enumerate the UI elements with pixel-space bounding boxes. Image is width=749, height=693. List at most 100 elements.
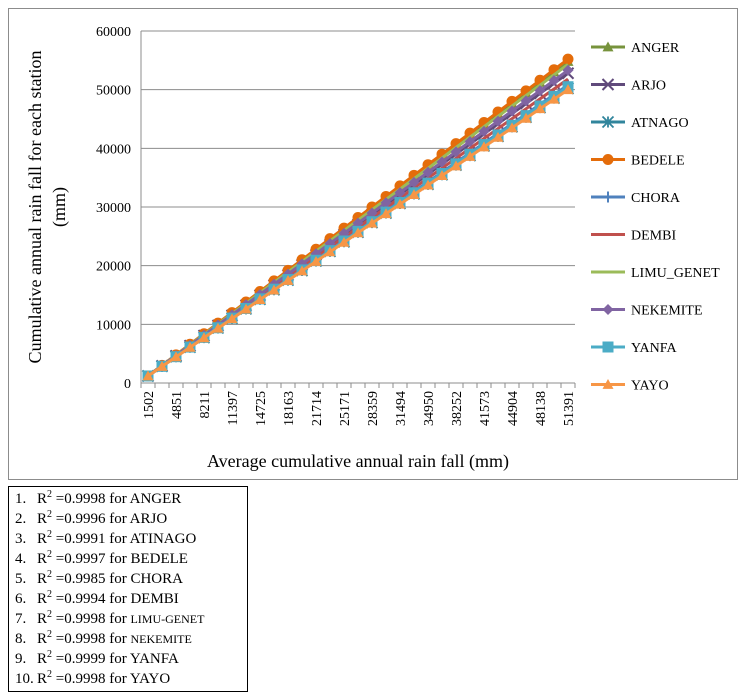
data-point — [520, 95, 532, 107]
data-point — [184, 341, 196, 352]
legend-marker — [602, 341, 614, 353]
y-tick-label: 60000 — [96, 25, 131, 40]
data-point — [352, 227, 364, 238]
data-point — [436, 156, 448, 168]
data-point — [394, 198, 406, 209]
station-name: DEMBI — [130, 591, 179, 607]
data-point — [492, 131, 504, 142]
station-name: BEDELE — [130, 551, 188, 567]
x-tick-label: 1502 — [142, 391, 157, 419]
row-number: 6. — [15, 591, 27, 607]
legend-label: NEKEMITE — [631, 304, 703, 319]
x-tick-label: 11397 — [226, 391, 241, 425]
data-point — [394, 187, 406, 199]
data-point — [282, 275, 294, 285]
data-point — [366, 207, 378, 219]
data-point — [240, 303, 252, 314]
data-point — [198, 332, 210, 343]
row-number: 1. — [15, 491, 27, 507]
data-point — [562, 53, 574, 65]
station-name: YAYO — [129, 671, 171, 687]
row-number: 5. — [15, 571, 27, 587]
data-point — [450, 146, 462, 158]
legend-label: YAYO — [631, 379, 669, 394]
data-point — [534, 103, 546, 114]
r-symbol: R — [37, 531, 48, 547]
data-point — [142, 370, 154, 381]
legend-label: DEMBI — [631, 229, 676, 244]
legend-marker — [602, 41, 614, 52]
station-name: YANFA — [129, 651, 179, 667]
data-point — [464, 150, 476, 161]
legend-marker — [602, 379, 614, 389]
r-squared-row: 8. R2 =0.9998 for NEKEMITE — [15, 629, 192, 649]
superscript: 2 — [47, 589, 53, 600]
y-tick-label: 40000 — [96, 142, 131, 157]
r-squared-row: 6. R2 =0.9994 for DEMBI — [15, 589, 179, 609]
legend-marker — [601, 78, 615, 91]
x-tick-label: 18163 — [282, 391, 297, 426]
legend-label: ANGER — [631, 41, 680, 56]
data-point — [464, 136, 476, 148]
row-number: 9. — [15, 651, 27, 667]
r-squared-row: 9. R2 =0.9999 for YANFA — [15, 649, 179, 669]
data-point — [478, 125, 490, 137]
r-squared-row: 10. R2 =0.9998 for YAYO — [15, 669, 170, 689]
superscript: 2 — [47, 569, 53, 580]
data-point — [156, 360, 168, 371]
y-tick-label: 30000 — [96, 201, 131, 216]
data-point — [562, 64, 574, 76]
x-tick-label: 28359 — [366, 391, 381, 426]
row-number: 2. — [15, 511, 27, 527]
y-tick-label: 20000 — [96, 260, 131, 275]
data-point — [380, 197, 392, 209]
data-point — [310, 255, 322, 266]
r-symbol: R — [37, 651, 48, 667]
y-axis-title: Cumulative annual rain fall for each sta… — [25, 51, 70, 364]
legend-label: CHORA — [631, 191, 681, 206]
x-tick-label: 44904 — [506, 391, 521, 426]
legend-label: BEDELE — [631, 154, 685, 169]
x-tick-label: 21714 — [310, 391, 325, 426]
data-point — [268, 284, 280, 295]
data-point — [212, 322, 224, 333]
r-squared-value: =0.9991 for — [52, 531, 130, 547]
x-tick-label: 25171 — [338, 391, 353, 426]
superscript: 2 — [47, 629, 53, 640]
x-tick-label: 31494 — [394, 391, 409, 426]
data-point — [548, 93, 560, 104]
legend-marker — [602, 191, 614, 203]
data-point — [408, 189, 420, 200]
station-name: ANGER — [129, 491, 182, 507]
superscript: 2 — [47, 649, 53, 660]
r-symbol: R — [37, 511, 48, 527]
x-tick-label: 41573 — [478, 391, 493, 426]
data-point — [254, 294, 266, 305]
r-squared-value: =0.9997 for — [52, 551, 131, 567]
data-point — [366, 217, 378, 228]
legend-label: ATNAGO — [631, 116, 689, 131]
x-tick-label: 14725 — [254, 391, 269, 426]
station-name: CHORA — [130, 571, 183, 587]
x-axis-title: Average cumulative annual rain fall (mm) — [207, 451, 509, 472]
station-name: NEKEMITE — [130, 632, 192, 646]
r-squared-value: =0.9998 for — [52, 671, 130, 687]
data-point — [338, 236, 350, 247]
r-symbol: R — [37, 631, 48, 647]
data-point — [436, 170, 448, 180]
data-point — [534, 85, 546, 97]
data-point — [450, 160, 462, 171]
r-squared-row: 4. R2 =0.9997 for BEDELE — [15, 549, 188, 569]
r-squared-row: 2. R2 =0.9996 for ARJO — [15, 509, 167, 529]
r-squared-list: 1. R2 =0.9998 for ANGER 2. R2 =0.9996 for A… — [8, 486, 248, 692]
chart-frame: 0 10000 20000 30000 40000 50000 60000 1502 4851 8… — [8, 8, 738, 480]
superscript: 2 — [47, 669, 53, 680]
legend-marker — [602, 304, 614, 315]
y-tick-label: 10000 — [96, 318, 131, 333]
legend-marker — [602, 154, 614, 165]
row-number: 3. — [15, 531, 27, 547]
r-squared-value: =0.9998 for — [52, 611, 131, 627]
x-tick-label: 51391 — [562, 391, 577, 426]
row-number: 10. — [15, 671, 34, 687]
r-squared-value: =0.9994 for — [52, 591, 131, 607]
